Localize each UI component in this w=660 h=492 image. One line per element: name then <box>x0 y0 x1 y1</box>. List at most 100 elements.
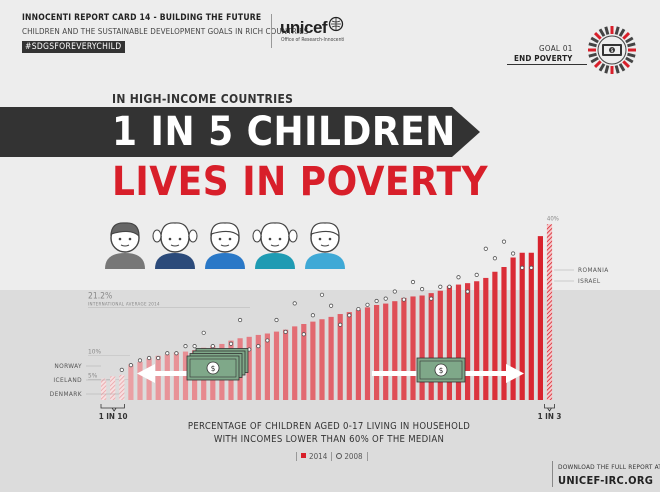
gear-tick <box>625 36 634 44</box>
dot-2008 <box>356 306 361 312</box>
chart-legend: 2014 2008 <box>292 452 372 461</box>
bar-2014 <box>383 303 389 400</box>
download-url[interactable]: UNICEF-IRC.ORG <box>558 474 654 487</box>
ratio-bracket-right <box>544 404 555 412</box>
gear-tick <box>614 26 620 35</box>
child-hair <box>210 222 240 238</box>
gear-tick <box>618 28 626 37</box>
hashtag: #SDGSFOREVERYCHILD <box>22 41 126 53</box>
legend-2014-label: 2014 <box>309 452 328 461</box>
legend-2008-label: 2008 <box>344 452 363 461</box>
svg-text:$: $ <box>439 366 444 375</box>
report-subtitle: CHILDREN AND THE SUSTAINABLE DEVELOPMENT… <box>22 27 309 36</box>
dot-2008 <box>365 302 370 307</box>
bar-2014 <box>164 354 170 400</box>
dot-2008 <box>283 329 288 334</box>
tick-label: 10% <box>88 348 101 356</box>
boy-lightblue-icon <box>305 222 345 269</box>
average-caption-label: INTERNATIONAL AVERAGE 2014 <box>88 301 160 307</box>
bar-2014 <box>465 283 471 400</box>
dot-2008 <box>483 246 488 251</box>
child-body <box>155 253 195 269</box>
dot-2008 <box>347 313 352 318</box>
dot-2008 <box>119 367 124 372</box>
girl-teal-icon <box>252 222 298 269</box>
legend-divider <box>331 452 333 461</box>
bar-2014 <box>246 336 252 400</box>
bar-2014 <box>110 376 116 400</box>
goal-name: END POVERTY <box>514 54 573 63</box>
poverty-chart: 21.2%INTERNATIONAL AVERAGE 2014 5% 10% 40% N… <box>50 215 609 421</box>
dot-2008 <box>292 301 297 306</box>
child-mouth <box>320 244 330 247</box>
bar-2014 <box>528 252 534 400</box>
dot-2008 <box>328 303 334 308</box>
headline-intro: IN HIGH-INCOME COUNTRIES <box>112 92 294 106</box>
dot-2008 <box>392 289 397 294</box>
child-eye <box>218 237 222 241</box>
boy-blue-icon <box>205 222 245 269</box>
globe-logo-icon <box>328 16 344 32</box>
country-label-left: ICELAND <box>53 376 82 384</box>
money-stack-icon: $ <box>186 348 249 381</box>
bar-2014 <box>119 374 125 400</box>
dot-2008 <box>165 351 170 356</box>
svg-text:$: $ <box>611 48 614 54</box>
ratio-bracket-left <box>100 404 125 412</box>
girl-darkblue-icon <box>152 222 198 269</box>
dot-2008 <box>383 296 388 301</box>
tick-label: 5% <box>88 371 98 379</box>
dot-2008 <box>174 351 179 356</box>
goal-underline <box>507 64 587 65</box>
bar-2014 <box>301 324 307 400</box>
money-bill-icon: $ <box>416 357 466 383</box>
gear-tick <box>618 63 626 72</box>
caption-line2: WITH INCOMES LOWER THAN 60% OF THE MEDIA… <box>213 434 445 445</box>
bar-2014 <box>355 309 361 400</box>
child-eye <box>228 237 232 241</box>
gear-tick <box>588 42 597 48</box>
dot-2008 <box>128 363 133 368</box>
child-hair <box>160 222 190 237</box>
dot-2008 <box>465 289 470 294</box>
bar-2014 <box>428 293 434 400</box>
gear-tick <box>590 56 599 64</box>
dot-2008 <box>183 344 188 349</box>
child-pigtail <box>252 229 262 243</box>
download-label: DOWNLOAD THE FULL REPORT AT <box>558 463 660 471</box>
bar-2014 <box>546 224 553 400</box>
gear-tick <box>598 28 606 37</box>
dot-2008 <box>228 341 234 346</box>
child-eye <box>178 237 182 241</box>
bar-2014 <box>374 305 380 400</box>
dot-2008 <box>447 284 452 289</box>
legend-2008-marker <box>336 453 343 459</box>
arrow-left-head <box>137 364 155 383</box>
dot-2008 <box>201 330 206 335</box>
child-pigtail <box>288 229 298 243</box>
dot-2008 <box>210 344 215 349</box>
download-divider <box>552 461 553 487</box>
bar-2014 <box>283 329 289 400</box>
chart-caption: PERCENTAGE OF CHILDREN AGED 0-17 LIVING … <box>170 420 488 446</box>
legend-divider <box>296 452 297 461</box>
gear-tick <box>604 26 610 35</box>
headline-line1: 1 IN 5 CHILDREN <box>112 109 456 155</box>
dot-2008 <box>137 358 143 363</box>
unicef-logo: unicef <box>280 18 328 37</box>
max-value-label: 40% <box>547 215 559 222</box>
svg-text:$: $ <box>211 364 216 373</box>
bar-2014 <box>501 267 507 400</box>
gear-tick <box>593 60 602 69</box>
child-body <box>305 253 345 269</box>
bar-2014 <box>474 281 480 400</box>
bar-2014 <box>364 307 371 400</box>
child-hair <box>260 222 290 237</box>
dot-2008 <box>319 292 325 297</box>
ratio-label-left: 1 IN 10 <box>99 412 128 421</box>
child-eye <box>268 237 272 241</box>
bar-2014 <box>292 326 298 400</box>
child-pigtail <box>188 229 198 243</box>
dot-2008 <box>474 272 479 277</box>
child-body <box>205 253 245 269</box>
